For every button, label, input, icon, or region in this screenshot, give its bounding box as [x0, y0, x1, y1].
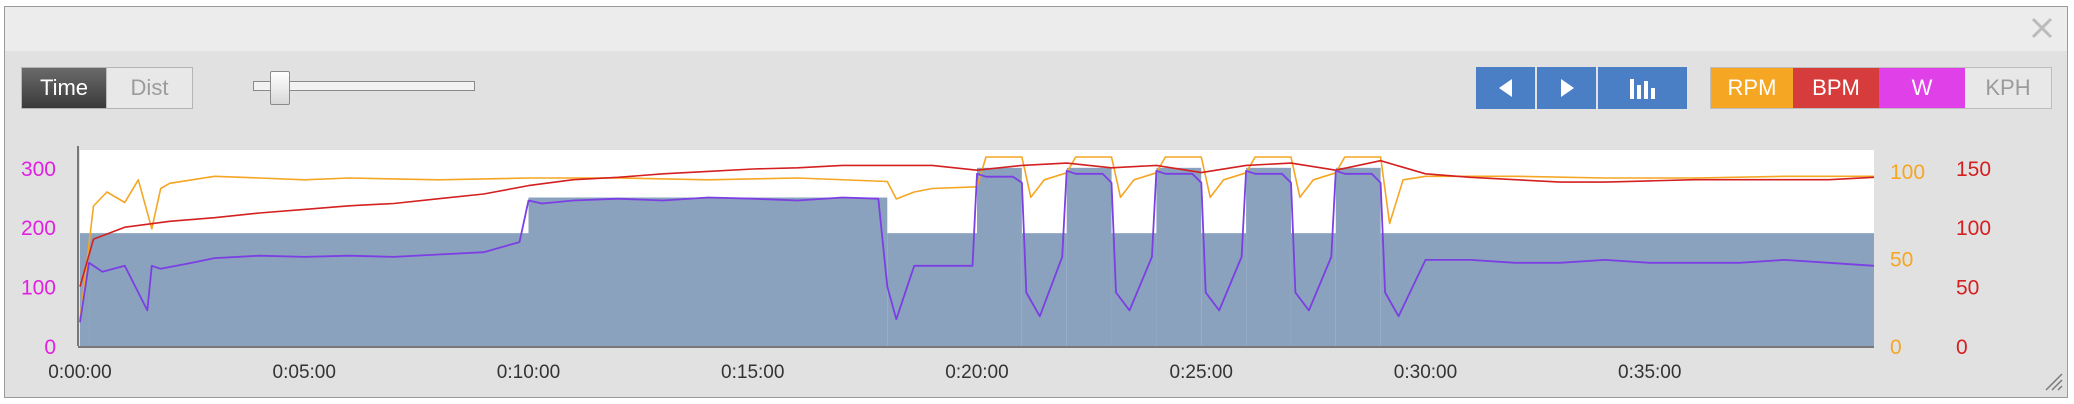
target-block-8: [1156, 167, 1202, 346]
previous-button[interactable]: [1476, 67, 1535, 109]
target-block-6: [1066, 167, 1112, 346]
target-block-7: [1111, 233, 1157, 346]
zoom-slider-thumb[interactable]: [270, 71, 290, 105]
target-block-11: [1290, 233, 1336, 346]
heart-rate-line: [79, 159, 1875, 287]
power-line: [79, 169, 1875, 323]
watts-tick-3: 300: [21, 158, 56, 181]
target-block-9: [1201, 233, 1247, 346]
target-block-3: [887, 233, 977, 346]
kph-toggle[interactable]: KPH: [1965, 68, 2051, 108]
cadence-tick-1: 50: [1890, 249, 1913, 272]
x-tick-5: 0:25:00: [1170, 362, 1233, 383]
time-dist-toggle: Time Dist: [21, 67, 193, 109]
bar-chart-button[interactable]: [1598, 67, 1687, 109]
triangle-left-icon: [1498, 79, 1512, 97]
target-block-10: [1246, 167, 1291, 346]
x-tick-0: 0:00:00: [48, 362, 111, 383]
heart-rate-tick-2: 100: [1956, 217, 1991, 240]
zoom-slider-track[interactable]: [253, 81, 475, 91]
triangle-right-icon: [1560, 79, 1574, 97]
cadence-tick-0: 0: [1890, 336, 1902, 359]
heart-rate-tick-0: 0: [1956, 336, 1968, 359]
close-icon[interactable]: [2027, 13, 2057, 43]
bpm-toggle[interactable]: BPM: [1793, 68, 1879, 108]
metric-toggles: RPM BPM W KPH: [1710, 67, 2052, 109]
heart-rate-tick-1: 50: [1956, 277, 1979, 300]
x-tick-4: 0:20:00: [945, 362, 1008, 383]
title-bar: [5, 7, 2067, 51]
cadence-line: [79, 156, 1874, 320]
resize-grip-icon[interactable]: [2045, 373, 2063, 391]
dist-button[interactable]: Dist: [106, 68, 192, 108]
target-block-13: [1380, 233, 1874, 346]
target-block-4: [977, 167, 1022, 346]
x-tick-3: 0:15:00: [721, 362, 784, 383]
rpm-toggle[interactable]: RPM: [1711, 68, 1793, 108]
heart-rate-tick-3: 150: [1956, 158, 1991, 181]
bar-chart-icon: [1629, 79, 1655, 99]
x-tick-7: 0:35:00: [1618, 362, 1681, 383]
next-button[interactable]: [1537, 67, 1596, 109]
x-tick-6: 0:30:00: [1394, 362, 1457, 383]
target-block-12: [1335, 167, 1381, 346]
navigation-buttons: [1476, 67, 1687, 109]
time-button[interactable]: Time: [22, 68, 106, 108]
watts-toggle[interactable]: W: [1879, 68, 1965, 108]
watts-tick-2: 200: [21, 217, 56, 240]
cadence-tick-2: 100: [1890, 161, 1925, 184]
watts-tick-0: 0: [44, 336, 56, 359]
target-block-5: [1021, 233, 1067, 346]
x-tick-2: 0:10:00: [497, 362, 560, 383]
x-tick-1: 0:05:00: [273, 362, 336, 383]
watts-tick-1: 100: [21, 277, 56, 300]
target-block-1: [88, 233, 529, 346]
target-block-2: [528, 197, 888, 346]
